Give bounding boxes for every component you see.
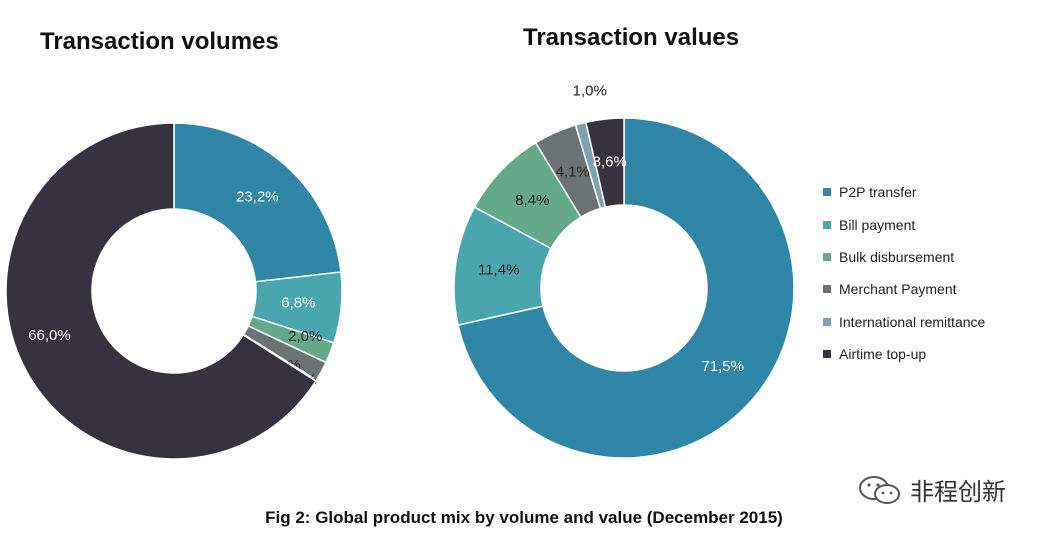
legend-item: Bulk disbursement bbox=[823, 241, 985, 273]
watermark-text: 非程创新 bbox=[910, 479, 1006, 506]
donut-slice bbox=[584, 117, 625, 209]
legend-swatch bbox=[823, 220, 831, 229]
legend-swatch bbox=[823, 350, 831, 359]
chart-title-values: Transaction values bbox=[523, 24, 740, 51]
legend-label: Airtime top-up bbox=[839, 346, 927, 363]
donut-slice bbox=[173, 122, 342, 283]
legend-label: P2P transfer bbox=[839, 184, 917, 201]
legend-swatch bbox=[823, 188, 831, 197]
slice-label: 23,2% bbox=[236, 189, 279, 206]
legend-item: Airtime top-up bbox=[823, 338, 985, 370]
legend-label: Bill payment bbox=[839, 216, 916, 233]
legend-swatch bbox=[823, 285, 831, 294]
slice-label: 8,4% bbox=[515, 192, 549, 209]
slice-label: 1,0% bbox=[573, 83, 607, 100]
slice-label: 11,4% bbox=[478, 262, 519, 279]
donut-values: 71,5% 11,4% 8,4% 4,1% 1,0% 3,6% bbox=[453, 83, 795, 459]
chart-legend: P2P transfer Bill payment Bulk disbursem… bbox=[823, 176, 985, 370]
slice-label: 2,0% bbox=[288, 328, 322, 345]
chart-title-volumes: Transaction volumes bbox=[40, 28, 279, 55]
slice-label: 71,5% bbox=[701, 358, 744, 375]
legend-swatch bbox=[823, 252, 831, 261]
slice-label: 3,6% bbox=[593, 153, 627, 170]
figure-caption: Fig 2: Global product mix by volume and … bbox=[265, 508, 783, 527]
legend-label: Bulk disbursement bbox=[839, 248, 955, 265]
legend-item: Merchant Payment bbox=[823, 273, 985, 305]
legend-label: Merchant Payment bbox=[839, 281, 957, 298]
legend-item: P2P transfer bbox=[823, 176, 985, 208]
donut-slice bbox=[5, 122, 317, 460]
donut-slice bbox=[457, 117, 795, 459]
wechat-icon bbox=[859, 475, 900, 504]
legend-label: International remittance bbox=[839, 313, 986, 330]
legend-item: International remittance bbox=[823, 306, 985, 338]
slice-label: 6,8% bbox=[281, 295, 315, 312]
legend-item: Bill payment bbox=[823, 208, 985, 240]
legend-swatch bbox=[823, 317, 831, 326]
slice-label: 66,0% bbox=[28, 327, 71, 344]
watermark: 非程创新 bbox=[858, 472, 1006, 507]
donut-volumes: 23,2%6,8%2,0%1,9%0,1%66,0% bbox=[5, 122, 343, 460]
slice-label: 4,1% bbox=[556, 163, 590, 180]
